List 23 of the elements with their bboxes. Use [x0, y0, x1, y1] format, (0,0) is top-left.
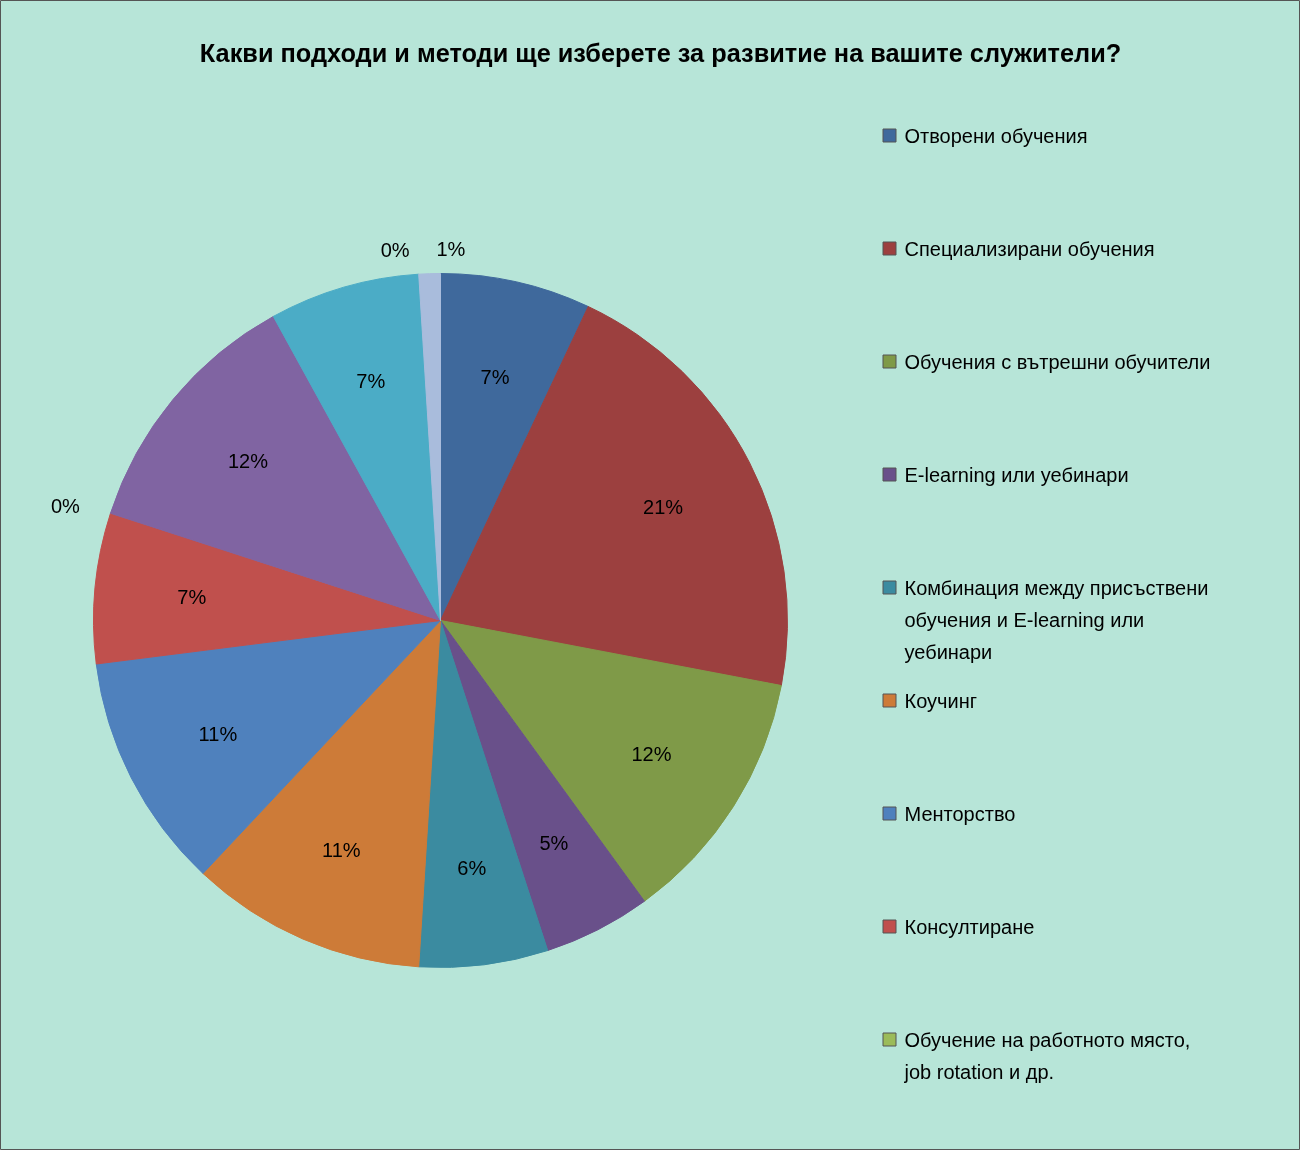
data-label: 7%: [177, 585, 207, 608]
data-label: 7%: [480, 365, 510, 388]
chart-title: Какви подходи и методи ще изберете за развитие на вашите служители?: [199, 38, 1122, 67]
legend-label: Коучинг: [904, 689, 977, 712]
data-label: 6%: [457, 857, 487, 880]
legend-label: Комбинация между присъствени обучения и E-learning или уебинари: [904, 576, 1209, 663]
data-label: 1%: [436, 238, 466, 261]
data-label: 11%: [198, 722, 238, 745]
text: 0%: [50, 494, 80, 517]
data-label: 12%: [631, 743, 672, 766]
legend-label: E-learning или уебинари: [904, 463, 1129, 486]
legend-label: Консултиране: [904, 915, 1035, 938]
data-label: 5%: [539, 832, 569, 855]
data-label: 11%: [322, 838, 361, 861]
legend-label: Обучение на работното място, job rotation и др.: [903, 1028, 1191, 1083]
legend-label: Менторство: [904, 802, 1016, 825]
data-label: 12%: [227, 450, 269, 473]
legend-label: Специализирани обучения: [904, 237, 1155, 260]
data-label: 7%: [356, 369, 386, 392]
data-label: 21%: [643, 496, 684, 519]
text: 0%: [380, 238, 410, 261]
legend-label: Обучения с вътрешни обучители: [904, 350, 1211, 373]
legend-label: Отворени обучения: [904, 124, 1088, 147]
